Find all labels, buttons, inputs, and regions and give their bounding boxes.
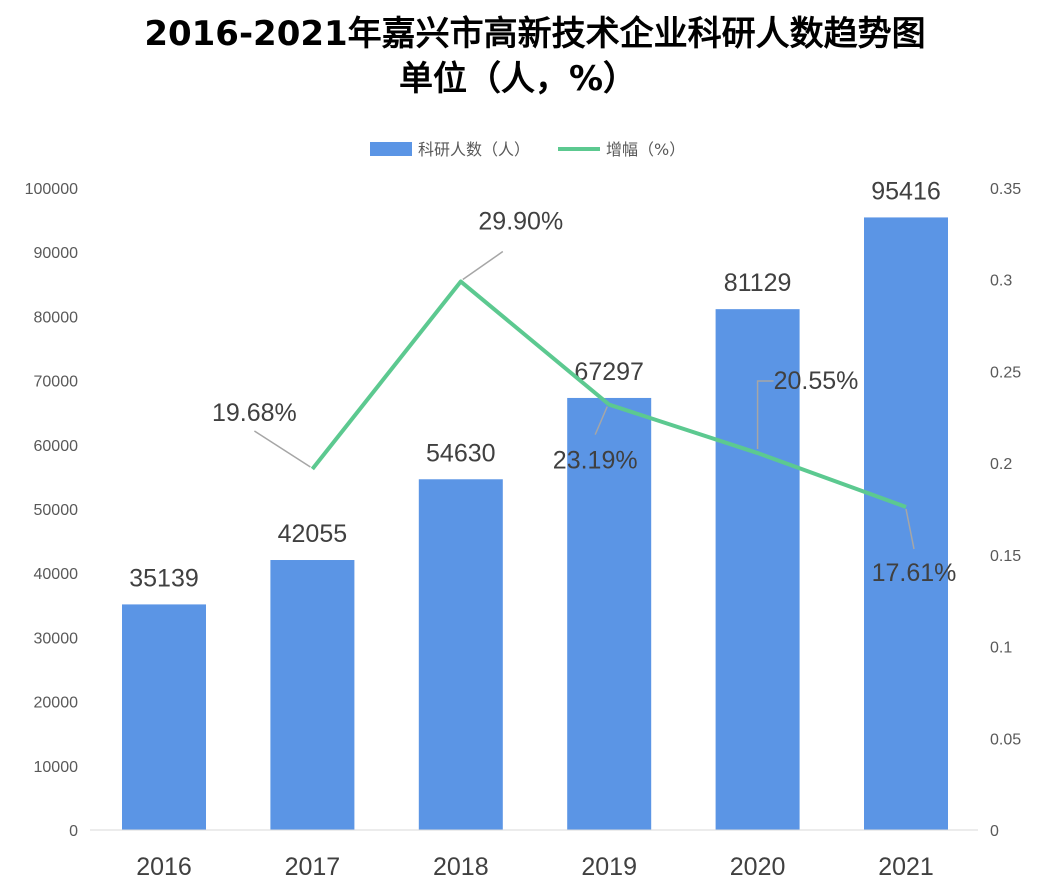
line-value-label: 23.19%: [553, 447, 638, 475]
y-left-tick-label: 30000: [34, 630, 79, 647]
leader-line: [462, 250, 504, 281]
line-label-leaders: [253, 250, 915, 550]
y-left-tick-label: 40000: [34, 566, 79, 583]
bar-value-label: 95416: [871, 177, 941, 205]
y-left-tick-label: 50000: [34, 502, 79, 519]
y-right-tick-label: 0: [990, 823, 999, 840]
bar-value-label: 67297: [574, 358, 644, 386]
x-tick-label: 2019: [581, 853, 637, 881]
bar: [122, 604, 206, 830]
legend-swatch-bar: [370, 142, 412, 156]
leader-line: [756, 380, 774, 450]
bar: [270, 560, 355, 830]
legend: 科研人数（人） 增幅（%）: [370, 140, 685, 159]
line-value-label: 17.61%: [872, 559, 957, 587]
y-right-tick-label: 0.15: [990, 548, 1021, 565]
y-right-tick-label: 0.05: [990, 731, 1021, 748]
x-axis: 2016 2017 2018 2019 2020 2021: [136, 853, 934, 881]
bar: [567, 397, 652, 830]
x-tick-label: 2017: [285, 853, 341, 881]
chart-subtitle: 单位（人，%）: [399, 59, 637, 99]
bar-series: [122, 217, 948, 831]
y-right-tick-label: 0.3: [990, 273, 1012, 290]
y-right-tick-label: 0.35: [990, 181, 1021, 198]
y-right-tick-label: 0.25: [990, 364, 1021, 381]
legend-label-line: 增幅（%）: [606, 140, 685, 159]
y-axis-right: 0 0.05 0.1 0.15 0.2 0.25 0.3 0.35: [990, 181, 1021, 840]
bar-value-label: 54630: [426, 439, 496, 467]
bar-value-label: 35139: [129, 564, 199, 592]
line-value-label: 19.68%: [212, 399, 297, 427]
bar-data-labels: 35139 42055 54630 67297 81129 95416: [129, 177, 941, 592]
y-left-tick-label: 20000: [34, 695, 79, 712]
y-axis-left: 0 10000 20000 30000 40000 50000 60000 70000 8000…: [25, 181, 78, 840]
bar-value-label: 42055: [278, 520, 348, 548]
y-left-tick-label: 80000: [34, 309, 79, 326]
chart-title: 2016-2021年嘉兴市高新技术企业科研人数趋势图: [144, 14, 925, 54]
bar-value-label: 81129: [724, 269, 792, 297]
line-data-labels: 19.68% 29.90% 23.19% 20.55% 17.61%: [212, 208, 956, 587]
y-left-tick-label: 90000: [34, 245, 79, 262]
y-left-tick-label: 100000: [25, 181, 78, 198]
bar: [418, 479, 503, 830]
line-value-label: 20.55%: [774, 367, 859, 395]
x-tick-label: 2021: [878, 853, 934, 881]
y-left-tick-label: 0: [69, 823, 78, 840]
y-right-tick-label: 0.2: [990, 456, 1012, 473]
line-value-label: 29.90%: [478, 208, 563, 236]
bar: [864, 217, 948, 831]
y-left-tick-label: 60000: [34, 438, 79, 455]
line-path: [310, 279, 907, 509]
leader-line: [253, 430, 311, 468]
y-left-tick-label: 10000: [34, 759, 79, 776]
leader-line: [905, 508, 915, 550]
x-tick-label: 2018: [433, 853, 489, 881]
leader-line: [594, 406, 608, 435]
x-tick-label: 2016: [136, 853, 192, 881]
x-tick-label: 2020: [730, 853, 786, 881]
legend-label-bar: 科研人数（人）: [418, 140, 530, 159]
line-series: [310, 279, 907, 509]
y-left-tick-label: 70000: [34, 374, 79, 391]
y-right-tick-label: 0.1: [990, 640, 1012, 657]
